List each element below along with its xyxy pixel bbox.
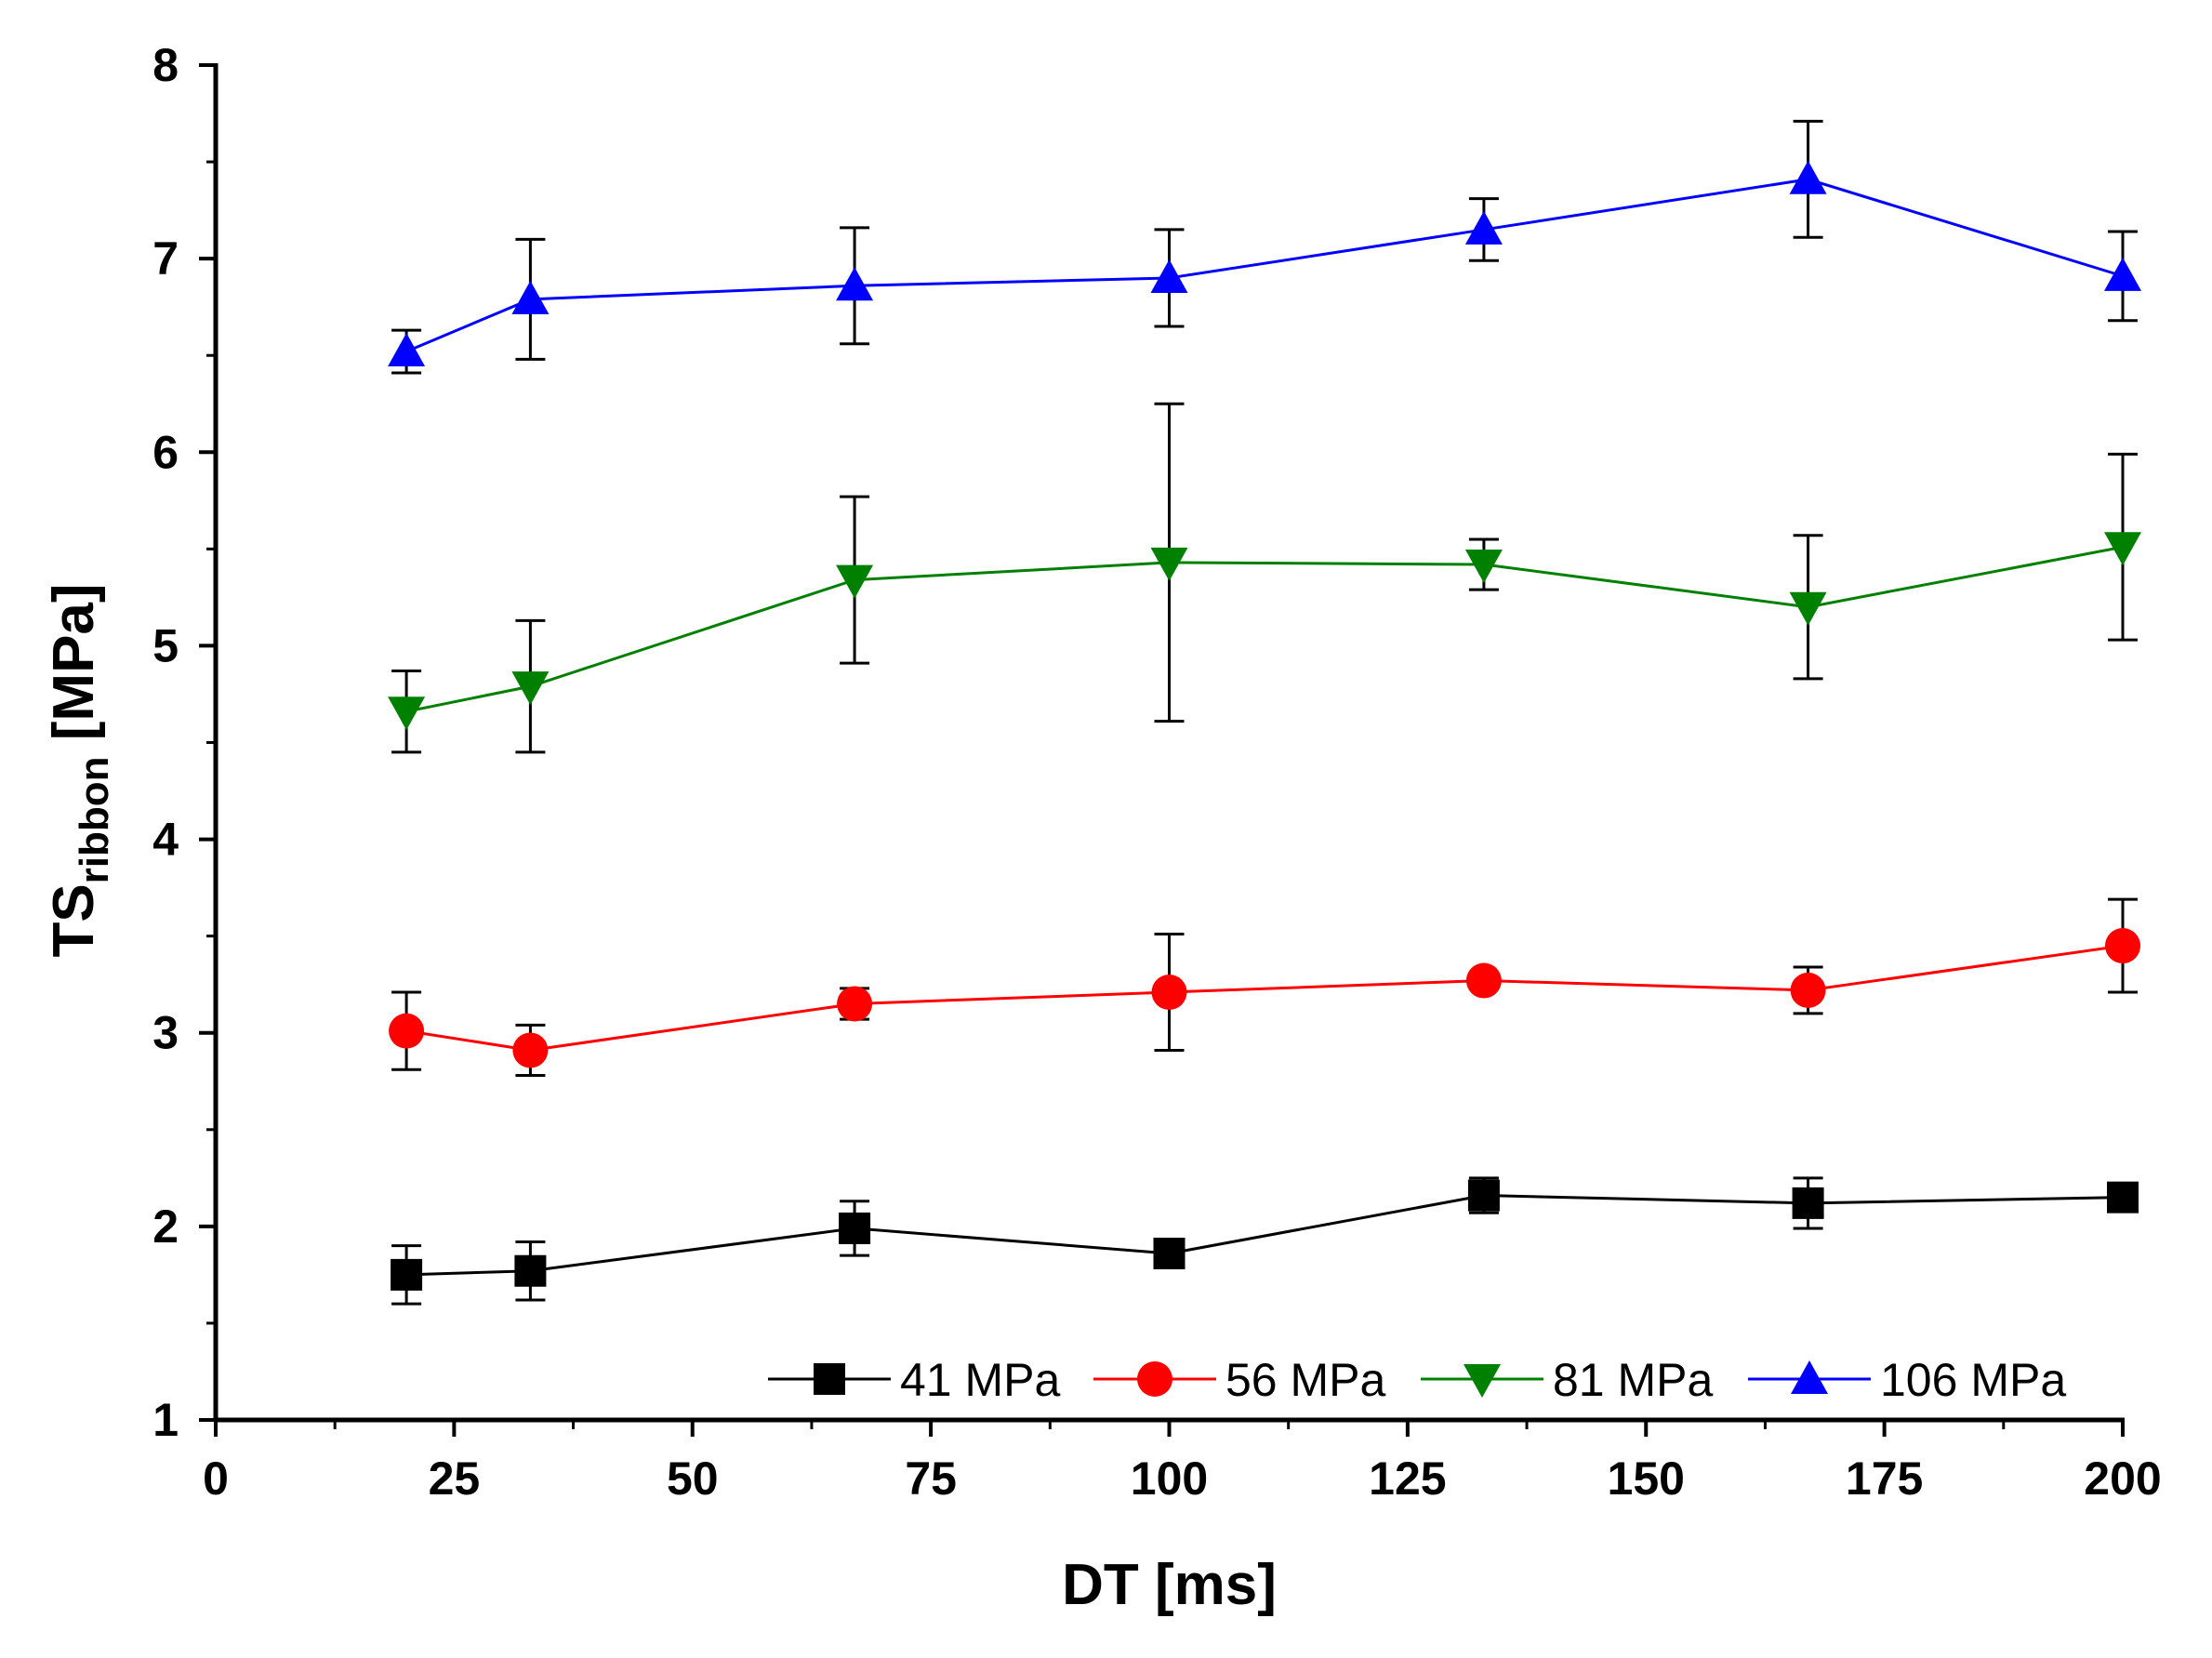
data-point	[391, 1258, 423, 1291]
y-tick-label: 1	[152, 1394, 179, 1446]
x-tick-label: 50	[667, 1452, 719, 1505]
data-point	[1790, 972, 1826, 1008]
data-point	[1789, 591, 1827, 626]
x-tick-label: 0	[203, 1452, 229, 1505]
y-axis-title-subscript: ribbon	[72, 756, 117, 883]
data-point	[1789, 160, 1827, 194]
legend-marker	[1464, 1364, 1501, 1398]
y-tick-label: 3	[152, 1007, 179, 1059]
data-point	[389, 1013, 425, 1049]
series-group	[389, 897, 2140, 1078]
data-point	[1465, 962, 1502, 999]
data-point	[836, 267, 874, 301]
data-point	[839, 1212, 871, 1244]
legend-label: 56 MPa	[1225, 1354, 1386, 1406]
legend-entry: 106 MPa	[1748, 1354, 2066, 1406]
legend-entry: 56 MPa	[1093, 1354, 1386, 1406]
data-point	[1150, 259, 1188, 293]
series-group	[391, 1176, 2139, 1306]
x-tick-label: 100	[1131, 1452, 1208, 1505]
y-tick-label: 2	[152, 1200, 179, 1253]
legend-label: 81 MPa	[1553, 1354, 1714, 1406]
data-point	[836, 564, 874, 599]
axes: 0 25 50 75 100 125 150 175 200 1 2 3 4 5 6 7 8	[152, 39, 2162, 1505]
data-point	[2104, 532, 2141, 566]
series-group	[388, 402, 2141, 754]
legend-marker	[814, 1363, 845, 1395]
legend-marker	[1791, 1360, 1828, 1394]
x-tick-label: 150	[1608, 1452, 1685, 1505]
x-tick-label: 175	[1846, 1452, 1923, 1505]
data-point	[1467, 1179, 1500, 1212]
y-tick-label: 5	[152, 619, 179, 671]
x-tick-label: 125	[1369, 1452, 1446, 1505]
data-point	[2107, 1181, 2139, 1214]
data-point	[1150, 547, 1188, 581]
data-point	[1464, 210, 1503, 245]
y-tick-label: 4	[152, 814, 179, 866]
series-group	[388, 119, 2141, 375]
x-axis-title: DT [ms]	[1062, 1553, 1277, 1617]
x-tick-label: 25	[429, 1452, 481, 1505]
data-point	[1464, 550, 1503, 584]
y-axis-title: TSribbon [MPa]	[42, 583, 117, 957]
legend-marker	[1137, 1361, 1172, 1397]
data-point	[514, 1254, 547, 1287]
data-point	[2104, 257, 2141, 291]
y-tick-label: 6	[152, 426, 179, 478]
y-tick-label: 8	[152, 39, 179, 91]
y-tick-label: 7	[152, 232, 179, 285]
legend: 41 MPa 56 MPa 81 MPa 106 MPa	[768, 1354, 2066, 1406]
legend-entry: 41 MPa	[768, 1354, 1061, 1406]
data-point	[837, 986, 873, 1022]
legend-entry: 81 MPa	[1421, 1354, 1714, 1406]
data-point	[2105, 928, 2140, 964]
data-point	[1792, 1187, 1824, 1219]
data-point	[512, 1032, 549, 1068]
legend-label: 106 MPa	[1880, 1354, 2066, 1406]
legend-label: 41 MPa	[900, 1354, 1061, 1406]
data-point	[388, 696, 426, 731]
y-axis-title-main: TS	[42, 883, 106, 957]
y-axis-title-unit: [MPa]	[42, 583, 106, 756]
data-point	[511, 280, 550, 314]
x-tick-label: 200	[2084, 1452, 2161, 1505]
x-tick-label: 75	[905, 1452, 957, 1505]
data-point	[388, 333, 426, 367]
data-point	[1151, 975, 1187, 1011]
data-point	[511, 671, 550, 706]
data-point	[1153, 1237, 1185, 1269]
series-layer	[388, 119, 2141, 1306]
